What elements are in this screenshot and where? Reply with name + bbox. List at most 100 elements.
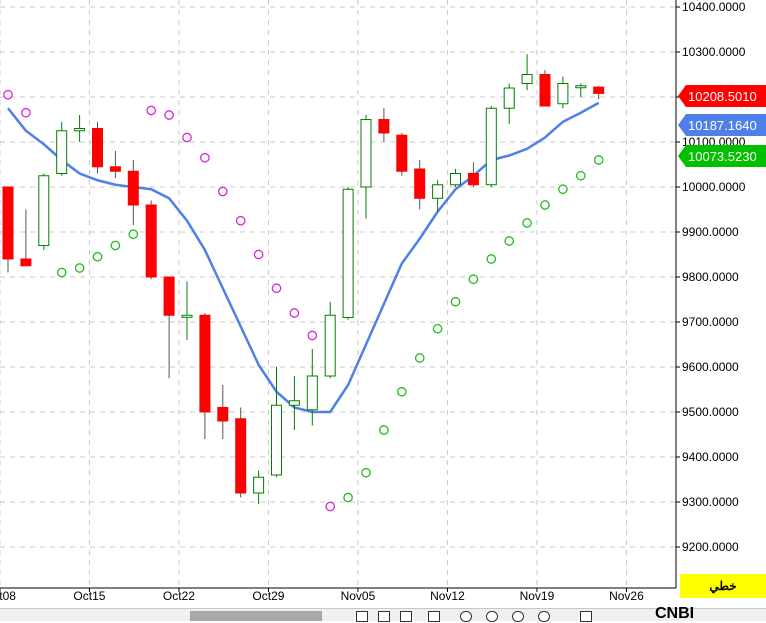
y-tick-label: 10300.0000 xyxy=(682,45,746,59)
sar-dot xyxy=(253,249,264,260)
sar-dot xyxy=(558,184,568,195)
parabolic-sar-layer xyxy=(3,89,604,512)
sar-dot xyxy=(593,155,604,165)
x-tick-label: Nov19 xyxy=(520,589,555,603)
candle-body xyxy=(217,407,229,422)
window-icon[interactable] xyxy=(378,611,390,622)
sar-dot xyxy=(396,386,407,397)
candle-body xyxy=(288,400,300,406)
y-tick-label: 9800.0000 xyxy=(682,270,739,284)
candle-body xyxy=(324,314,336,377)
sar-dot xyxy=(146,105,157,116)
moving-average-layer xyxy=(7,101,600,414)
x-tick-label: Oct08 xyxy=(0,589,16,603)
sar-dot xyxy=(575,170,586,181)
scrollbar-thumb[interactable] xyxy=(190,611,322,621)
sar-dot xyxy=(217,186,228,197)
window-icon[interactable] xyxy=(400,611,412,622)
window-icon[interactable] xyxy=(356,611,368,622)
sar-dot xyxy=(289,308,300,318)
sar-dot xyxy=(504,236,515,246)
price-badges: 10208.5010 10187.1640 10073.5230 xyxy=(678,85,766,167)
candle-body xyxy=(557,83,569,105)
grid xyxy=(0,0,676,588)
sar-dot xyxy=(74,263,85,273)
sar-dot xyxy=(3,89,13,100)
zoom-icon[interactable] xyxy=(512,611,524,622)
sar-dot xyxy=(56,267,67,278)
candle-body xyxy=(575,85,587,89)
sar-dot xyxy=(128,229,139,240)
candle-body xyxy=(360,119,372,188)
sar-dot xyxy=(432,323,443,334)
moving-average-line xyxy=(7,101,600,414)
candle-body xyxy=(306,375,318,411)
bottom-toolbar: CNBI xyxy=(0,605,766,622)
sar-dot xyxy=(522,218,532,228)
x-tick-label: Oct15 xyxy=(73,589,105,603)
candle-body xyxy=(414,168,426,199)
candle-body xyxy=(467,173,479,186)
candle-body xyxy=(593,86,605,94)
y-tick-label: 9900.0000 xyxy=(682,225,739,239)
window-icon[interactable] xyxy=(580,611,592,622)
sar-dot xyxy=(307,330,318,341)
candle-body xyxy=(92,128,103,168)
y-tick-label: 9400.0000 xyxy=(682,450,739,464)
sar-dot xyxy=(486,254,497,264)
sar-dot xyxy=(379,425,389,435)
price-badge-bg xyxy=(678,114,766,136)
candle-body xyxy=(521,74,533,84)
x-tick-label: Oct22 xyxy=(163,589,195,603)
candle-body xyxy=(539,74,551,107)
sar-dot xyxy=(235,215,246,226)
price-badge-bg xyxy=(678,85,766,107)
y-tick-label: 9600.0000 xyxy=(682,360,739,374)
y-tick-label: 9200.0000 xyxy=(682,540,739,554)
sar-dot xyxy=(182,132,192,143)
candle-body xyxy=(74,128,86,132)
sar-dot xyxy=(271,283,282,294)
sar-dot xyxy=(468,274,479,285)
candle-body xyxy=(181,314,193,318)
x-tick-label: Nov26 xyxy=(609,589,644,603)
candle-body xyxy=(342,188,354,318)
sar-dot xyxy=(343,492,353,503)
candle-body xyxy=(235,418,247,494)
y-tick-label: 9700.0000 xyxy=(682,315,739,329)
candle-body xyxy=(253,476,265,494)
y-tick-label: 10400.0000 xyxy=(682,0,746,14)
sar-dot xyxy=(92,251,103,262)
candle-body xyxy=(56,130,68,174)
candle-body xyxy=(199,314,211,413)
candle-body xyxy=(20,258,32,267)
zoom-icon[interactable] xyxy=(486,611,498,622)
candle-body xyxy=(271,404,282,476)
window-icon[interactable] xyxy=(428,611,440,622)
candle-body xyxy=(450,173,461,186)
x-tick-label: Nov05 xyxy=(341,589,376,603)
y-tick-label: 9300.0000 xyxy=(682,495,739,509)
x-axis: Oct08 Oct15 Oct22 Oct29 Nov05 Nov12 Nov19 Nov26 xyxy=(0,587,676,603)
y-tick-label: 10000.0000 xyxy=(682,180,746,194)
candle-body xyxy=(378,119,390,134)
chart-mode-badge[interactable]: خطي xyxy=(680,574,766,598)
sar-dot xyxy=(450,296,461,307)
candle-body xyxy=(485,107,497,186)
x-tick-label: Oct29 xyxy=(252,589,284,603)
zoom-icon[interactable] xyxy=(460,611,472,622)
zoom-icon[interactable] xyxy=(538,611,550,622)
sar-dot xyxy=(325,501,336,512)
candle-body xyxy=(127,170,139,206)
price-badge-bg xyxy=(678,145,766,167)
price-badge-label: 10073.5230 xyxy=(688,149,757,164)
price-badge-label: 10208.5010 xyxy=(688,89,757,104)
candle-body xyxy=(503,87,515,109)
candle-body xyxy=(432,184,444,199)
candle-body xyxy=(109,166,121,172)
y-tick-label: 9500.0000 xyxy=(682,405,739,419)
sar-dot xyxy=(414,353,425,363)
x-tick-label: Nov12 xyxy=(430,589,465,603)
candle-body xyxy=(396,134,408,172)
